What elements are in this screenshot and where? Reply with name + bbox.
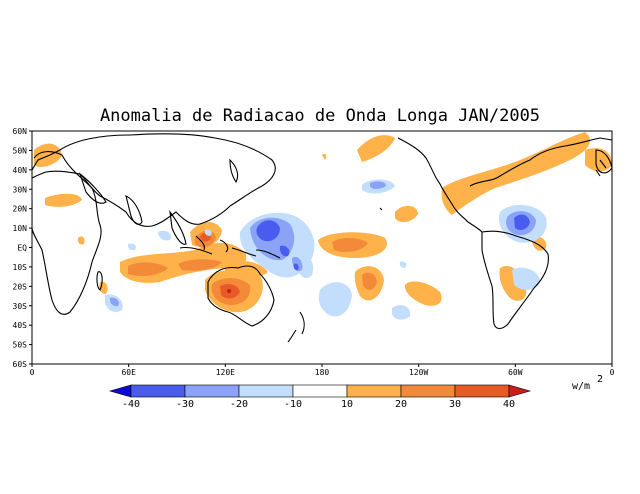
lat-tick-label: 30S bbox=[13, 302, 28, 311]
negative-anomaly-region bbox=[514, 214, 530, 230]
colorbar-tick-label: 10 bbox=[341, 399, 353, 410]
colorbar-segment bbox=[400, 384, 456, 398]
colorbar-segment bbox=[238, 384, 294, 398]
lon-tick-label: 120W bbox=[409, 368, 428, 377]
colorbar-tick-label: -20 bbox=[230, 399, 248, 410]
latitude-axis: 60N 50N 40N 30N 20N 10N EQ 10S 20S 30S 40S 50S 60S bbox=[13, 127, 32, 369]
positive-anomaly-region bbox=[357, 135, 395, 162]
colorbar-units-exponent: 2 bbox=[597, 374, 603, 385]
negative-anomaly-region bbox=[318, 282, 352, 317]
negative-anomaly-region bbox=[256, 220, 280, 242]
lon-tick-label: 0 bbox=[610, 368, 615, 377]
lon-tick-label: 60E bbox=[121, 368, 136, 377]
positive-anomaly-region bbox=[225, 261, 268, 277]
coastline-eurasia bbox=[32, 133, 276, 227]
negative-anomaly-region bbox=[399, 261, 407, 268]
lat-tick-label: 10S bbox=[13, 263, 28, 272]
positive-anomaly-region bbox=[227, 288, 232, 294]
coastline-indonesia bbox=[179, 235, 281, 259]
lat-tick-label: 40S bbox=[13, 321, 28, 330]
colorbar: -40 -30 -20 -10 10 20 30 40 bbox=[108, 384, 532, 410]
positive-anomaly-region bbox=[404, 281, 442, 306]
coastline-australia bbox=[207, 265, 275, 327]
negative-anomaly-region bbox=[293, 263, 299, 271]
colorbar-segment bbox=[184, 384, 240, 398]
negative-anomaly-region bbox=[298, 255, 314, 279]
positive-anomaly-region bbox=[128, 262, 168, 276]
lat-tick-label: 50S bbox=[13, 341, 28, 350]
coastline-india bbox=[125, 194, 143, 225]
lat-tick-label: 40N bbox=[13, 166, 28, 175]
lat-tick-label: 10N bbox=[13, 224, 28, 233]
positive-anomaly-region bbox=[178, 259, 222, 271]
lat-tick-label: EQ bbox=[17, 244, 27, 253]
colorbar-segment bbox=[346, 384, 402, 398]
longitude-axis: 0 60E 120E 180 120W 60W 0 bbox=[30, 364, 615, 377]
colorbar-segment bbox=[130, 384, 186, 398]
coastline-indochina bbox=[169, 210, 187, 245]
positive-anomaly-region bbox=[441, 132, 590, 215]
coastline-south-america bbox=[481, 230, 549, 330]
lon-tick-label: 180 bbox=[315, 368, 330, 377]
lat-tick-label: 30N bbox=[13, 185, 28, 194]
colorbar-tick-label: -40 bbox=[122, 399, 140, 410]
positive-anomaly-region bbox=[362, 272, 377, 290]
coastline-uk bbox=[595, 159, 607, 177]
coastline-north-america bbox=[397, 137, 612, 233]
lon-tick-label: 60W bbox=[508, 368, 523, 377]
colorbar-units: w/m bbox=[572, 381, 590, 392]
coastline-africa bbox=[32, 151, 102, 315]
anomaly-field bbox=[34, 132, 612, 320]
lat-tick-label: 60S bbox=[13, 360, 28, 369]
negative-anomaly-region bbox=[204, 229, 212, 236]
lat-tick-label: 20S bbox=[13, 282, 28, 291]
coastline-madagascar bbox=[96, 271, 103, 291]
positive-anomaly-region bbox=[332, 237, 368, 252]
colorbar-tick-label: -30 bbox=[176, 399, 194, 410]
colorbar-tick-label: 20 bbox=[395, 399, 407, 410]
negative-anomaly-region bbox=[109, 297, 119, 307]
colorbar-segment bbox=[108, 384, 132, 398]
lat-tick-label: 60N bbox=[13, 127, 28, 136]
positive-anomaly-region bbox=[585, 148, 612, 172]
positive-anomaly-region bbox=[395, 205, 418, 223]
negative-anomaly-region bbox=[512, 267, 540, 290]
coastlines bbox=[32, 133, 612, 343]
coastline-arabia bbox=[78, 172, 107, 204]
negative-anomaly-region bbox=[370, 181, 386, 189]
lat-tick-label: 50N bbox=[13, 146, 28, 155]
positive-anomaly-region bbox=[322, 153, 327, 160]
coastline-new-zealand bbox=[287, 311, 305, 343]
positive-anomaly-regions-40 bbox=[227, 288, 232, 294]
lat-tick-label: 20N bbox=[13, 205, 28, 214]
colorbar-tick-label: -10 bbox=[284, 399, 302, 410]
coastline-japan bbox=[229, 158, 239, 184]
negative-anomaly-region bbox=[279, 245, 290, 257]
negative-anomaly-region bbox=[127, 243, 137, 251]
colorbar-segment bbox=[508, 384, 532, 398]
colorbar-tick-label: 40 bbox=[503, 399, 515, 410]
colorbar-tick-label: 30 bbox=[449, 399, 461, 410]
lon-tick-label: 0 bbox=[30, 368, 35, 377]
colorbar-segment bbox=[292, 384, 348, 398]
map-title: Anomalia de Radiacao de Onda Longa JAN/2… bbox=[100, 106, 540, 126]
negative-anomaly-regions-30 bbox=[256, 214, 530, 271]
positive-anomaly-region bbox=[45, 193, 82, 207]
coastline-hawaii bbox=[379, 207, 383, 211]
negative-anomaly-region bbox=[392, 305, 411, 320]
negative-anomaly-region bbox=[158, 230, 172, 241]
colorbar-segment bbox=[454, 384, 510, 398]
positive-anomaly-region bbox=[77, 236, 85, 245]
lon-tick-label: 120E bbox=[216, 368, 235, 377]
